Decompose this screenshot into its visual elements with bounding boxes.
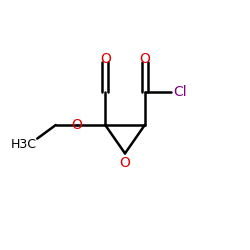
Text: Cl: Cl [173,84,187,98]
Text: H3C: H3C [11,138,37,151]
Text: O: O [120,156,130,170]
Text: O: O [139,52,150,66]
Text: O: O [71,118,82,132]
Text: O: O [100,52,111,66]
